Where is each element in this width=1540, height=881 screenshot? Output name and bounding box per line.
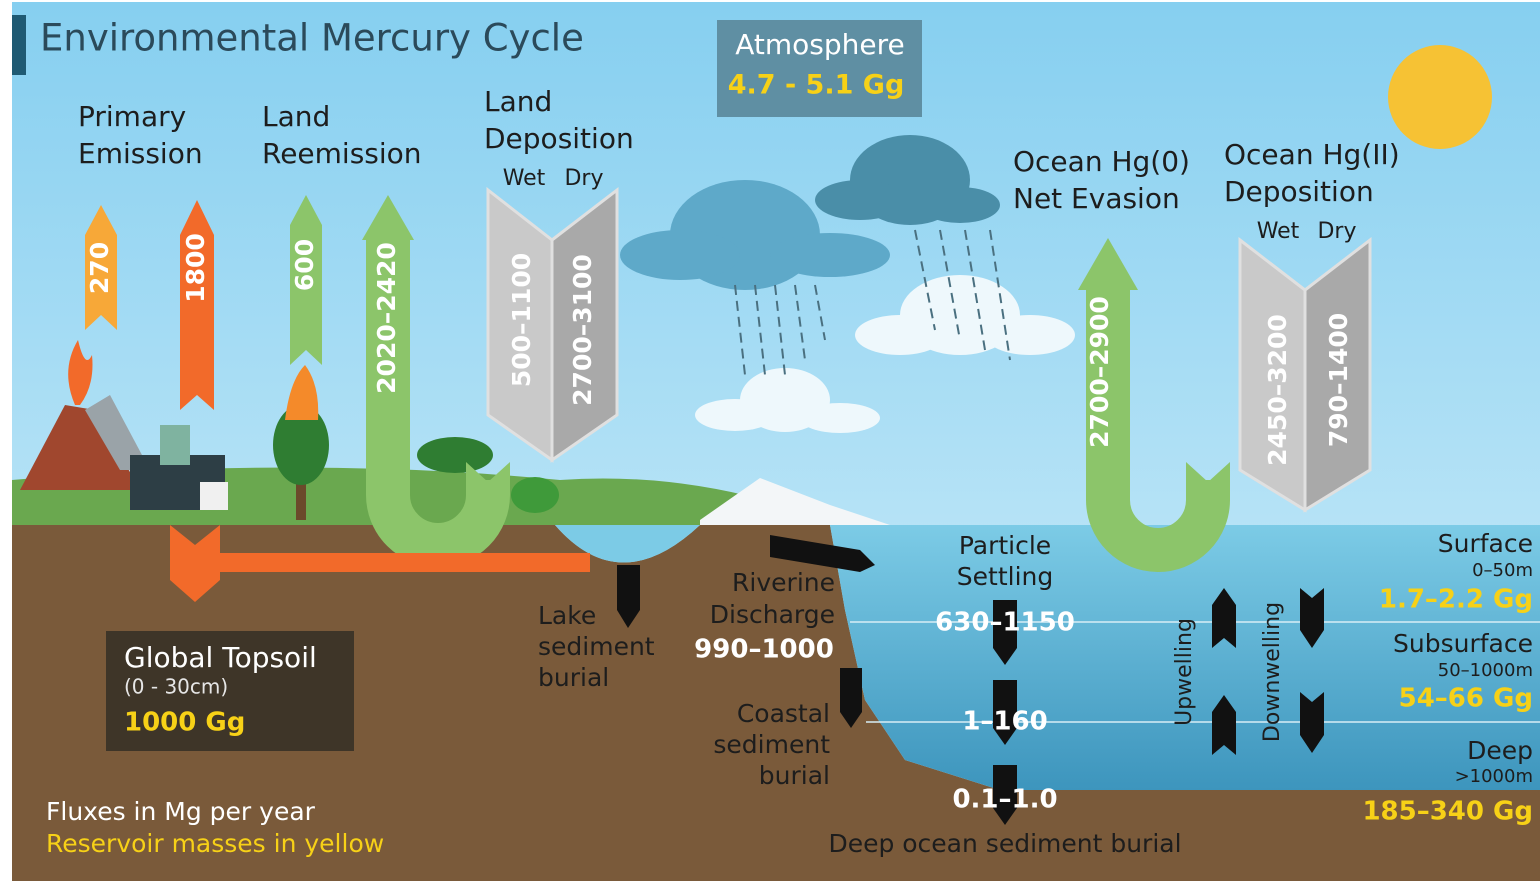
house — [200, 482, 228, 510]
legend-reservoirs: Reservoir masses in yellow — [46, 829, 384, 858]
flux-arrow — [85, 205, 117, 330]
label: Ocean Hg(0) — [1013, 145, 1190, 178]
flux-arrow — [1086, 285, 1230, 572]
flux-arrow — [290, 195, 322, 365]
flux-value: 2700–3100 — [568, 254, 597, 406]
atmosphere-label: Atmosphere — [735, 28, 905, 61]
title-bar — [12, 15, 26, 75]
arrow-head — [1078, 238, 1138, 290]
label: Ocean Hg(II) — [1224, 138, 1400, 171]
burial-arrows — [617, 535, 1324, 825]
label: Primary — [78, 100, 186, 133]
rain-cloud — [620, 180, 890, 290]
label: Deposition — [484, 122, 634, 155]
layer-name: Deep — [1467, 736, 1533, 765]
flux-arrow — [180, 200, 214, 410]
label: burial — [538, 663, 609, 692]
layer-depth: >1000m — [1455, 766, 1533, 787]
arrow-head — [362, 195, 414, 240]
layer-name: Surface — [1438, 529, 1533, 558]
flux-arrow — [366, 235, 510, 567]
label: Coastal — [737, 699, 830, 728]
topsoil-box — [106, 631, 354, 751]
flux-value: 2700–2900 — [1085, 296, 1114, 448]
flux-value: 990–1000 — [694, 635, 834, 665]
label: sediment — [538, 632, 655, 661]
flux-value: 1800 — [181, 233, 210, 303]
dry-label: Dry — [1317, 219, 1356, 244]
atmosphere-mass: 4.7 - 5.1 Gg — [728, 70, 905, 101]
layer-mass: 1.7–2.2 Gg — [1379, 585, 1533, 615]
flux-value: 630–1150 — [935, 608, 1075, 638]
label: Settling — [957, 562, 1053, 591]
topsoil-mass: 1000 Gg — [124, 708, 245, 738]
factory-tower — [160, 425, 190, 465]
layer-depth: 50–1000m — [1438, 660, 1533, 681]
flux-arrow — [550, 186, 619, 463]
layer-mass: 185–340 Gg — [1362, 797, 1533, 827]
layer-depth: 0–50m — [1472, 560, 1533, 581]
fire — [285, 365, 319, 420]
flux-value: 600 — [290, 239, 319, 291]
lake — [555, 525, 700, 563]
label: burial — [759, 761, 830, 790]
tree-trunk — [296, 460, 306, 520]
label: Discharge — [710, 600, 835, 629]
flux-value: 2450–3200 — [1263, 314, 1292, 466]
flux-value: 1–160 — [962, 707, 1047, 737]
eruption — [68, 340, 93, 405]
flux-value: 2020–2420 — [372, 242, 401, 394]
atmosphere-box — [717, 20, 922, 117]
glacier — [700, 478, 890, 525]
title: Environmental Mercury Cycle — [40, 17, 584, 60]
mountain — [85, 395, 150, 470]
label: Net Evasion — [1013, 182, 1180, 215]
arrow-tail — [1186, 462, 1230, 500]
legend-fluxes: Fluxes in Mg per year — [46, 797, 316, 826]
label: Deep ocean sediment burial — [828, 829, 1181, 858]
label: Land — [262, 100, 330, 133]
tree — [511, 477, 559, 513]
tree — [417, 437, 493, 473]
label: Reemission — [262, 137, 422, 170]
flux-value: 500–1100 — [507, 253, 536, 387]
label: Deposition — [1224, 175, 1374, 208]
rain — [734, 229, 1011, 376]
flux-value: 790–1400 — [1324, 313, 1353, 447]
dry-label: Dry — [564, 166, 603, 191]
label: Riverine — [732, 568, 835, 597]
label: sediment — [713, 730, 830, 759]
arrow-tail — [466, 462, 510, 500]
wet-label: Wet — [1257, 219, 1300, 244]
flux-value: 0.1–1.0 — [952, 785, 1057, 815]
label: Land — [484, 85, 552, 118]
upwelling-label: Upwelling — [1172, 618, 1197, 726]
label: Particle — [959, 531, 1051, 560]
layer-name: Subsurface — [1393, 629, 1533, 658]
topsoil-depth: (0 - 30cm) — [124, 675, 228, 699]
flux-arrow — [1303, 236, 1372, 513]
sun — [1388, 45, 1492, 149]
topsoil-label: Global Topsoil — [124, 641, 317, 674]
rain-cloud — [815, 135, 1000, 225]
ground — [12, 525, 1540, 881]
volcano — [20, 405, 140, 490]
label: Emission — [78, 137, 203, 170]
downwelling-label: Downwelling — [1260, 602, 1285, 742]
label: Lake — [538, 601, 596, 630]
tree — [273, 405, 329, 485]
runoff-arrow — [170, 525, 590, 602]
wet-label: Wet — [503, 166, 546, 191]
flux-value: 270 — [85, 242, 114, 294]
layer-mass: 54–66 Gg — [1399, 684, 1533, 714]
